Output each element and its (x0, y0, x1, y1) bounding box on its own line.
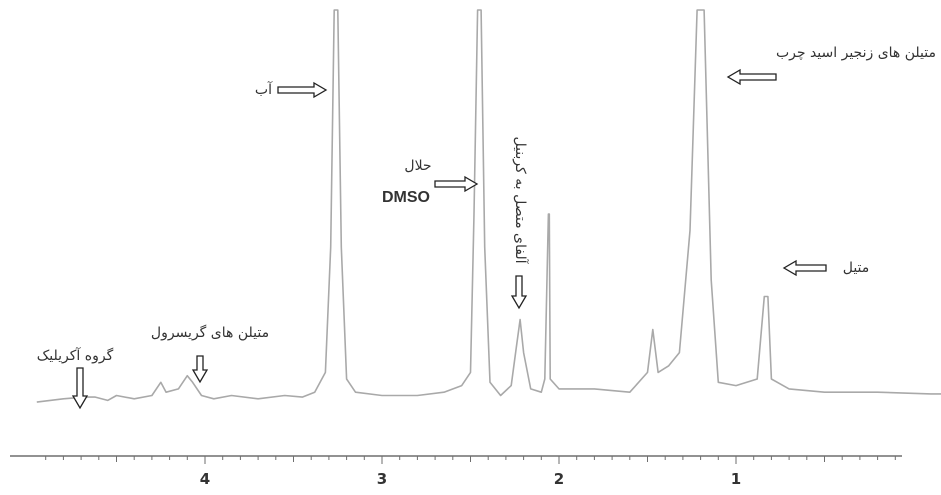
annotation-arrows (71, 68, 827, 410)
series-layer (36, 9, 941, 403)
acrylic-arrow (71, 367, 89, 410)
annotation-water: آب (255, 81, 273, 98)
annotation-alpha-carbonyl: آلفای متصل به کربنیل (512, 136, 529, 264)
water-arrow (277, 81, 328, 99)
glycerol-arrow (191, 355, 209, 384)
methyl-arrow (782, 259, 827, 277)
x-tick-label: 1 (731, 470, 741, 488)
dmso-arrow (434, 175, 479, 193)
annotation-methyl: متیل (843, 260, 870, 276)
spectrum-line (36, 9, 941, 403)
alpha-carbonyl-arrow (510, 275, 528, 310)
x-tick-label: 4 (200, 470, 210, 488)
x-axis: 4 3 2 1 (10, 455, 902, 488)
x-tick-label: 2 (554, 470, 564, 488)
fatty-acid-arrow (726, 68, 777, 86)
x-tick-label: 3 (377, 470, 387, 488)
annotation-solvent: حلال (404, 158, 431, 174)
annotation-glycerol-methylene: متیلن های گریسرول (151, 324, 269, 341)
annotation-fatty-acid-methylene: متیلن های زنجیر اسید چرب (776, 45, 936, 61)
annotation-dmso: DMSO (382, 189, 430, 206)
annotation-acrylic: گروه آکریلیک (37, 347, 114, 364)
